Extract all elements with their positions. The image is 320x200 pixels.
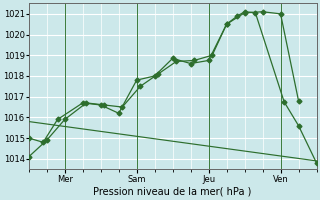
X-axis label: Pression niveau de la mer( hPa ): Pression niveau de la mer( hPa ) bbox=[93, 187, 252, 197]
